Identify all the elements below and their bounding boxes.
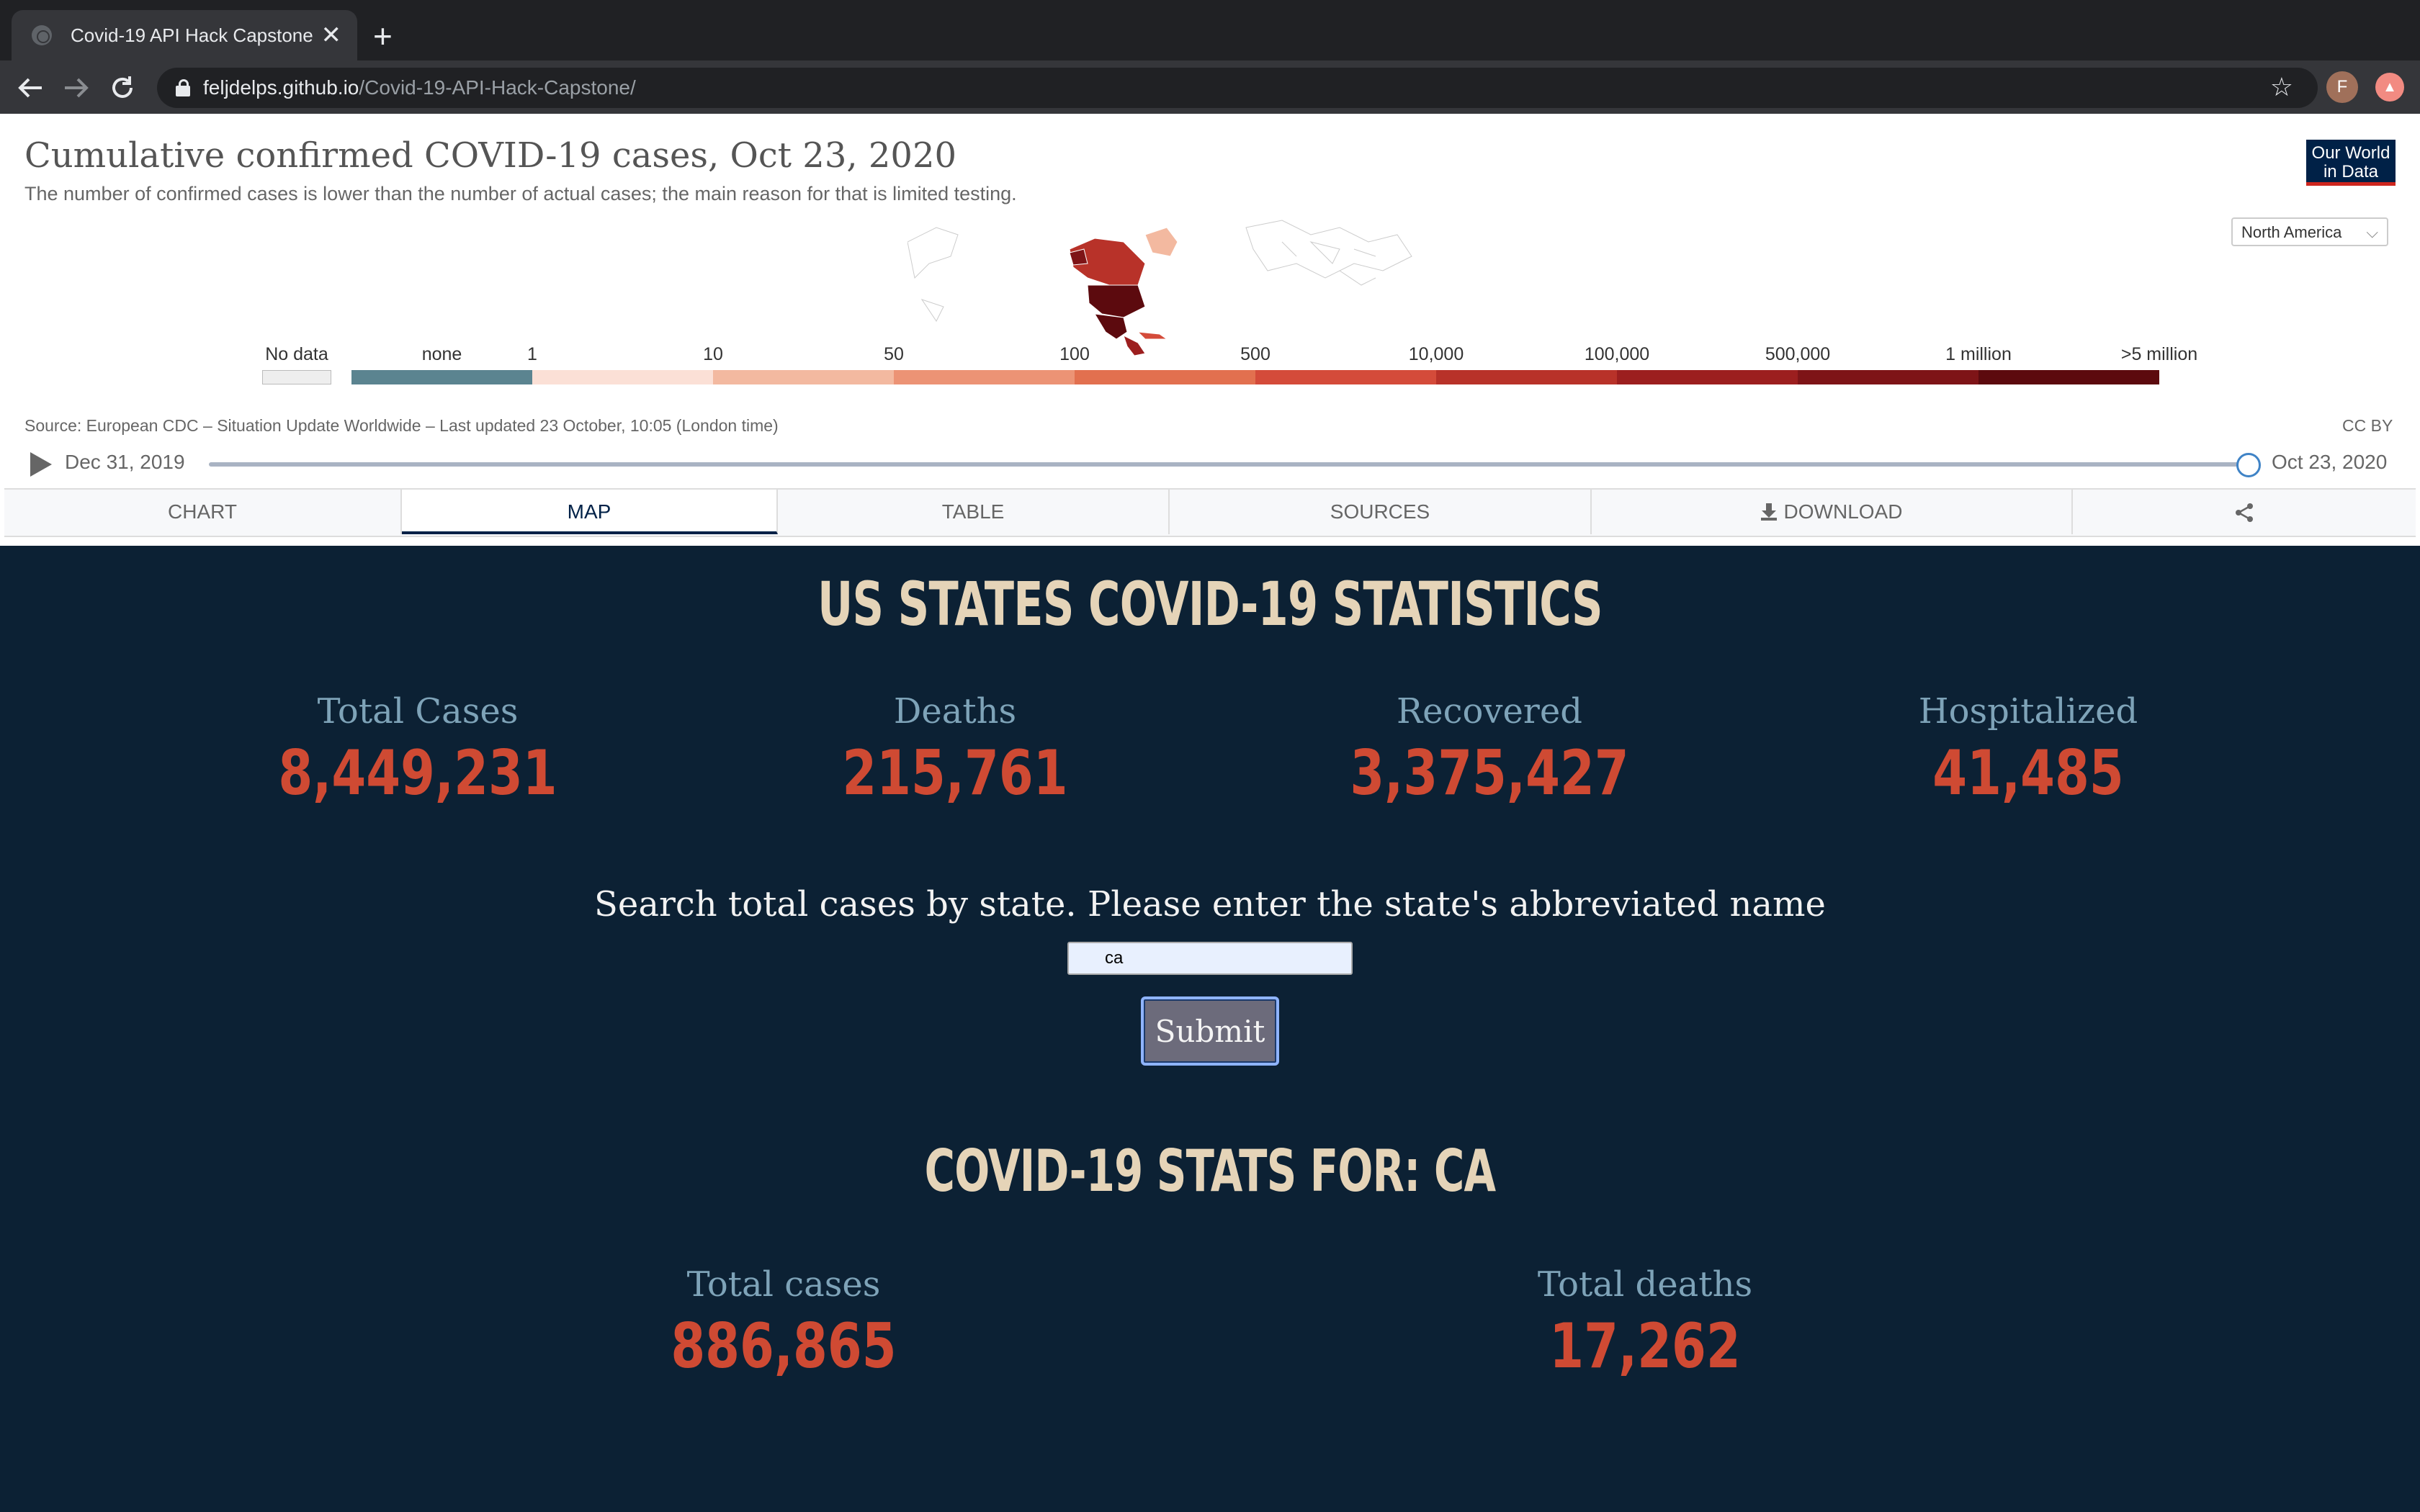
legend-swatch [532,370,714,384]
timeline-end: Oct 23, 2020 [2272,451,2388,473]
state-stat-total-deaths: Total deaths 17,262 [1393,1264,1897,1382]
browser-toolbar: feljdelps.github.io/Covid-19-API-Hack-Ca… [0,60,2420,114]
legend-label: 500 [1240,344,1270,364]
close-tab-icon[interactable]: ✕ [321,22,342,49]
central-america-shape[interactable] [1123,335,1146,356]
tab-download-label: DOWNLOAD [1783,500,1903,523]
legend-label: 1 million [1945,344,2012,364]
timeline-handle[interactable] [2236,453,2261,477]
legend-no-data-swatch [262,370,331,384]
tab-title: Covid-19 API Hack Capstone [71,24,313,46]
legend-label: 10 [703,344,723,364]
alaska-shape[interactable] [1069,248,1088,266]
state-stat-total-cases: Total cases 886,865 [532,1264,1036,1382]
profile-avatar[interactable]: F [2326,71,2358,103]
stat-value: 8,449,231 [278,737,557,809]
legend-swatch [1255,370,1437,384]
submit-button[interactable]: Submit [1141,996,1279,1066]
legend-label: 100 [1059,344,1090,364]
legend-swatch [713,370,895,384]
stat-value: 215,761 [842,737,1068,809]
tab-share[interactable] [2073,490,2416,534]
tab-download[interactable]: DOWNLOAD [1592,490,2073,534]
stat-label: Total cases [686,1264,881,1305]
back-arrow-icon[interactable] [17,76,43,99]
stat-value: 3,375,427 [1350,737,1629,809]
forward-arrow-icon[interactable] [63,76,89,99]
legend-label: 50 [884,344,904,364]
logo-line-1: Our World [2311,143,2390,163]
stat-recovered: Recovered 3,375,427 [1237,691,1742,809]
legend-label: >5 million [2120,344,2198,364]
legend-swatch [1436,370,1618,384]
legend-swatch [1978,370,2160,384]
legend-swatch [1075,370,1256,384]
download-icon [1760,503,1777,521]
owid-tab-bar: CHART MAP TABLE SOURCES DOWNLOAD [4,488,2416,537]
url-host: feljdelps.github.io [203,76,359,99]
region-select[interactable]: North America ⌵ [2231,217,2388,246]
tab-sources[interactable]: SOURCES [1170,490,1592,534]
stat-value: 41,485 [1932,737,2124,809]
timeline: Dec 31, 2019 Oct 23, 2020 [0,446,2420,482]
star-icon[interactable]: ☆ [2269,72,2293,102]
timeline-start: Dec 31, 2019 [65,451,185,473]
share-icon [2236,503,2253,522]
address-bar[interactable]: feljdelps.github.io/Covid-19-API-Hack-Ca… [157,68,2318,108]
license-label[interactable]: CC BY [2342,416,2393,435]
tab-chart[interactable]: CHART [4,490,402,534]
state-search-input[interactable] [1067,942,1353,975]
caribbean-shape[interactable] [1137,331,1168,340]
stat-deaths: Deaths 215,761 [703,691,1207,809]
extension-icon[interactable]: ▲ [2375,73,2404,102]
stat-value: 886,865 [671,1310,897,1382]
search-label: Search total cases by state. Please ente… [594,884,1826,924]
browser-tab[interactable]: Covid-19 API Hack Capstone ✕ [12,10,357,60]
legend-swatch [351,370,533,384]
chart-title: Cumulative confirmed COVID-19 cases, Oct… [24,135,957,176]
owid-embed: Cumulative confirmed COVID-19 cases, Oct… [0,114,2420,546]
legend-label: 1 [527,344,537,364]
greenland-shape[interactable] [1144,227,1178,257]
url-path: /Covid-19-API-Hack-Capstone/ [359,76,636,99]
stat-label: Deaths [893,691,1017,732]
mexico-shape[interactable] [1094,313,1128,340]
reload-icon[interactable] [109,75,135,101]
lock-icon [176,79,190,96]
region-value: North America [2241,223,2342,241]
legend-swatch [1798,370,1979,384]
stat-label: Hospitalized [1918,691,2138,732]
owid-logo[interactable]: Our World in Data [2306,140,2396,186]
chart-subtitle: The number of confirmed cases is lower t… [24,183,1017,204]
world-map[interactable] [908,199,1455,372]
usa-shape[interactable] [1087,284,1146,318]
legend-label: 100,000 [1584,344,1650,364]
browser-tabstrip: Covid-19 API Hack Capstone ✕ + [0,0,2420,60]
stat-label: Total deaths [1537,1264,1753,1305]
legend-swatch [894,370,1075,384]
stat-label: Total Cases [317,691,519,732]
tab-table[interactable]: TABLE [778,490,1170,534]
timeline-track[interactable] [209,462,2247,467]
legend-label: 10,000 [1408,344,1464,364]
stat-total-cases: Total Cases 8,449,231 [166,691,670,809]
legend-label: none [421,344,462,364]
new-tab-icon[interactable]: + [373,17,393,55]
tab-map[interactable]: MAP [402,490,778,534]
map-legend: No data none 1 10 50 100 500 10,000 100,000 500,… [259,344,2218,402]
chart-source: Source: European CDC – Situation Update … [24,416,779,435]
stat-label: Recovered [1397,691,1582,732]
legend-label: 500,000 [1765,344,1831,364]
state-heading: COVID-19 STATS FOR: CA [924,1138,1496,1205]
page-heading: US STATES COVID-19 STATISTICS [817,569,1603,639]
stat-value: 17,262 [1549,1310,1741,1382]
legend-swatch [1617,370,1798,384]
chevron-down-icon: ⌵ [2366,223,2378,241]
play-icon[interactable] [30,452,52,477]
logo-line-2: in Data [2323,162,2379,181]
globe-icon [32,25,52,45]
stat-hospitalized: Hospitalized 41,485 [1776,691,2280,809]
legend-no-data-label: No data [265,344,328,364]
